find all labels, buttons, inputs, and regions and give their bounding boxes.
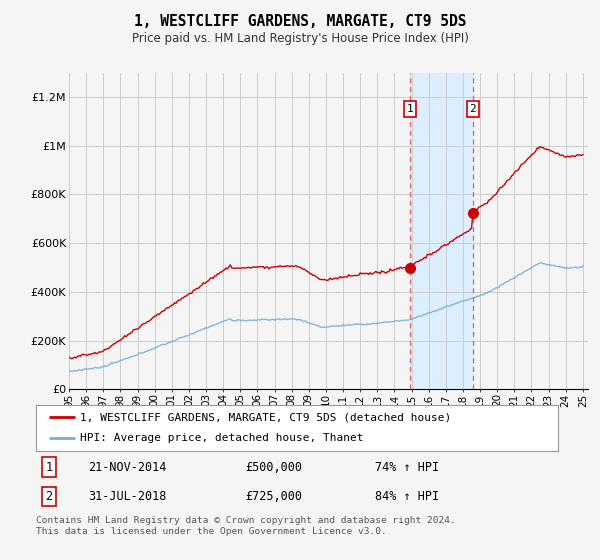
Text: 1, WESTCLIFF GARDENS, MARGATE, CT9 5DS (detached house): 1, WESTCLIFF GARDENS, MARGATE, CT9 5DS (…: [80, 412, 452, 422]
Text: HPI: Average price, detached house, Thanet: HPI: Average price, detached house, Than…: [80, 433, 364, 444]
Text: 2: 2: [470, 104, 476, 114]
Text: 21-NOV-2014: 21-NOV-2014: [88, 461, 167, 474]
Text: 84% ↑ HPI: 84% ↑ HPI: [376, 490, 439, 503]
Text: 2: 2: [46, 490, 53, 503]
Text: 31-JUL-2018: 31-JUL-2018: [88, 490, 167, 503]
Text: 74% ↑ HPI: 74% ↑ HPI: [376, 461, 439, 474]
Text: £500,000: £500,000: [245, 461, 302, 474]
Text: 1, WESTCLIFF GARDENS, MARGATE, CT9 5DS: 1, WESTCLIFF GARDENS, MARGATE, CT9 5DS: [134, 14, 466, 29]
Text: Contains HM Land Registry data © Crown copyright and database right 2024.
This d: Contains HM Land Registry data © Crown c…: [36, 516, 456, 536]
Text: 1: 1: [46, 461, 53, 474]
Text: Price paid vs. HM Land Registry's House Price Index (HPI): Price paid vs. HM Land Registry's House …: [131, 32, 469, 45]
Text: 1: 1: [406, 104, 413, 114]
Text: £725,000: £725,000: [245, 490, 302, 503]
Bar: [410, 73, 473, 389]
